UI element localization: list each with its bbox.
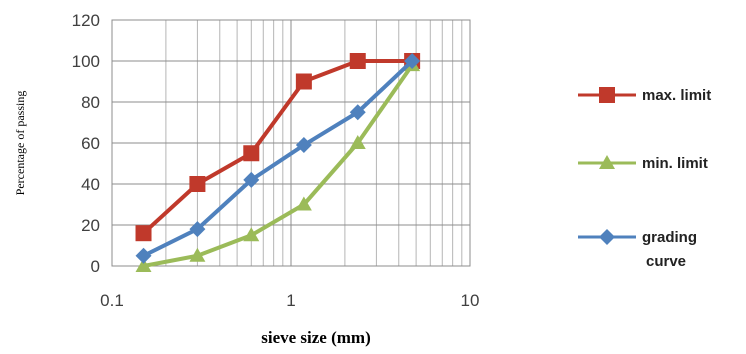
data-point-max-limit [295, 73, 312, 90]
legend-marker-grading-curve [599, 229, 615, 245]
y-axis-title: Percentage of passing [13, 91, 27, 196]
x-tick-label: 10 [461, 291, 480, 310]
data-point-max-limit [189, 176, 206, 192]
data-point-grading-curve [295, 137, 312, 154]
legend-marker-min-limit [599, 155, 615, 169]
legend-label-grading-curve: curve [646, 253, 686, 270]
y-tick-label: 40 [81, 175, 100, 194]
legend-marker-max-limit [599, 87, 615, 103]
y-tick-label: 100 [72, 52, 100, 71]
y-tick-label: 60 [81, 134, 100, 153]
data-point-min-limit [349, 135, 366, 149]
x-axis-title: sieve size (mm) [261, 328, 371, 347]
series-line-min-limit [143, 63, 414, 268]
series-line-grading-curve [142, 59, 414, 258]
data-point-grading-curve [243, 171, 260, 188]
data-point-grading-curve [349, 104, 366, 121]
y-tick-label: 0 [91, 257, 100, 276]
data-point-grading-curve [135, 247, 152, 264]
y-tick-label: 80 [81, 93, 100, 112]
x-tick-label: 0.1 [100, 291, 124, 310]
legend-label-grading-curve: grading [642, 229, 697, 246]
data-point-min-limit [135, 258, 152, 272]
data-point-max-limit [135, 225, 152, 242]
data-point-min-limit [243, 227, 260, 242]
data-point-min-limit [189, 247, 206, 262]
legend-label-min-limit: min. limit [642, 155, 708, 172]
series-line-max-limit [142, 59, 413, 235]
x-tick-label: 1 [286, 291, 295, 310]
data-point-max-limit [243, 145, 260, 162]
y-tick-label: 120 [72, 11, 100, 30]
legend-label-max-limit: max. limit [642, 87, 711, 104]
y-tick-label: 20 [81, 216, 100, 235]
data-point-max-limit [349, 53, 366, 69]
data-point-grading-curve [189, 221, 206, 238]
data-point-min-limit [295, 196, 312, 211]
data-point-grading-curve [404, 53, 421, 69]
